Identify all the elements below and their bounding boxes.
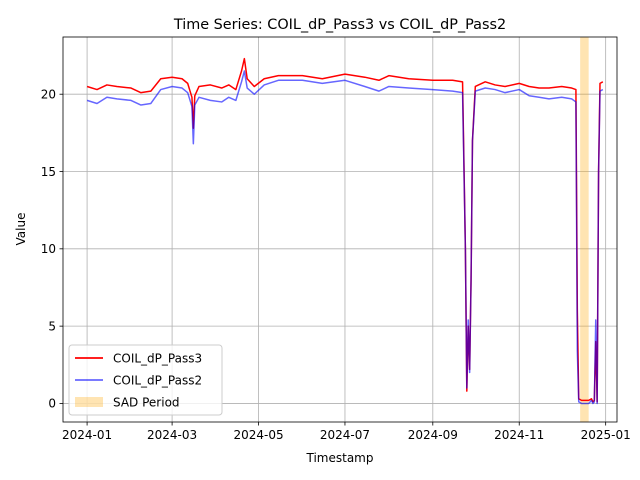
y-tick-label: 20 — [41, 88, 56, 102]
axes — [62, 36, 618, 423]
legend-label: COIL_dP_Pass3 — [113, 352, 202, 366]
legend-box — [68, 344, 223, 416]
x-tick-label: 2024-07 — [320, 428, 370, 442]
y-axis-label: Value — [14, 213, 28, 246]
legend: COIL_dP_Pass3 COIL_dP_Pass2 SAD Period — [68, 344, 223, 416]
x-tick-label: 2024-11 — [494, 428, 544, 442]
x-tick-label: 2024-09 — [408, 428, 458, 442]
x-axis-label: Timestamp — [306, 451, 374, 465]
plot-frame — [62, 36, 618, 423]
y-tick-label: 15 — [41, 165, 56, 179]
x-tick-label: 2024-01 — [62, 428, 112, 442]
y-tick-label: 10 — [41, 242, 56, 256]
series-lines — [86, 57, 604, 405]
sad-period-shading — [580, 37, 589, 422]
tick-labels: 2024-01 2024-03 2024-05 2024-07 2024-09 2024-… — [41, 88, 631, 442]
x-tick-label: 2024-05 — [233, 428, 283, 442]
x-tick-label: 2025-01 — [581, 428, 631, 442]
chart-title: Time Series: COIL_dP_Pass3 vs COIL_dP_Pa… — [173, 17, 506, 33]
y-tick-label: 5 — [48, 319, 56, 333]
y-tick-label: 0 — [48, 397, 56, 411]
x-tick-label: 2024-03 — [147, 428, 197, 442]
sad-period-band — [580, 37, 589, 422]
legend-label: COIL_dP_Pass2 — [113, 374, 202, 388]
grid-lines — [63, 37, 617, 422]
legend-label: SAD Period — [113, 396, 180, 410]
legend-patch-swatch — [75, 397, 103, 407]
series-line-1 — [86, 70, 604, 405]
